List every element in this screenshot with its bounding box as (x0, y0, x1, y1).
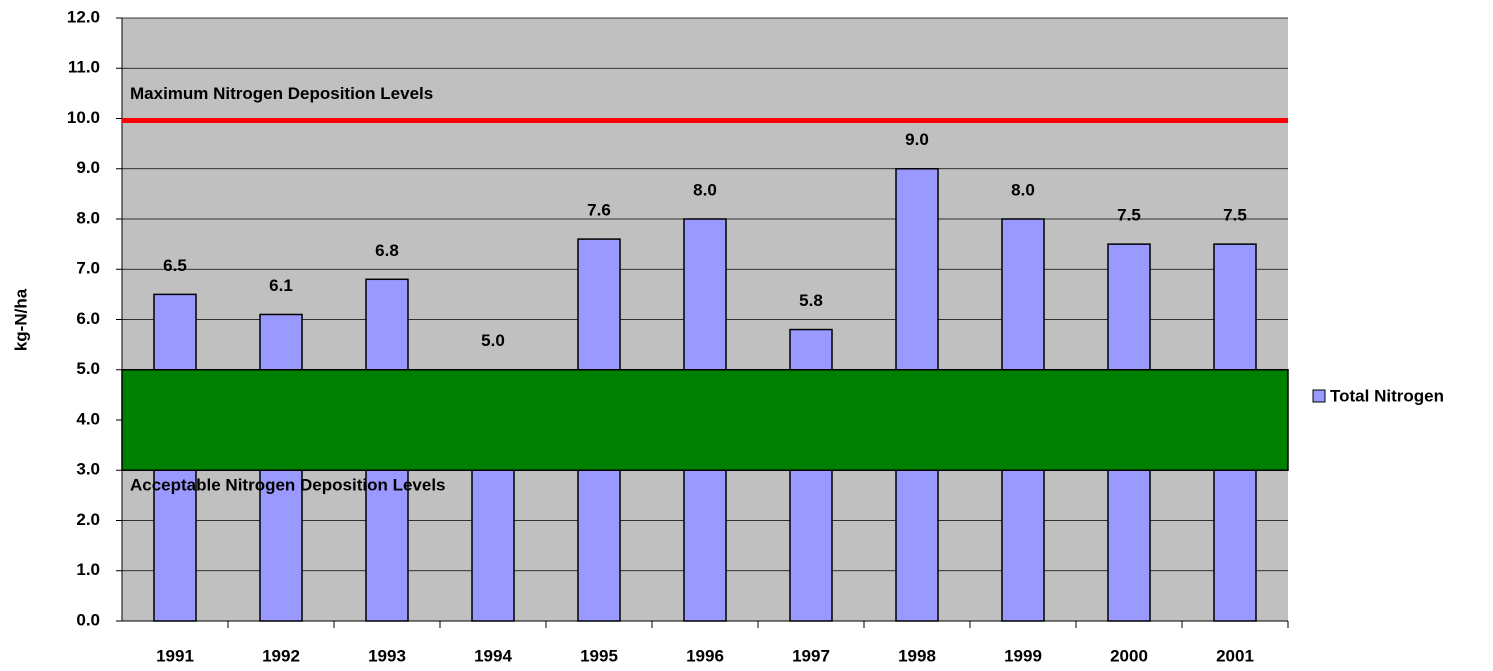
y-tick-label: 5.0 (76, 359, 100, 378)
value-label: 6.1 (269, 276, 293, 295)
x-tick-label: 1998 (898, 646, 936, 665)
legend-swatch (1312, 389, 1326, 403)
value-label: 7.6 (587, 201, 611, 220)
legend-label: Total Nitrogen (1330, 386, 1444, 405)
value-label: 5.8 (799, 291, 823, 310)
y-tick-label: 6.0 (76, 309, 100, 328)
reference-band (121, 369, 1289, 471)
value-label: 9.0 (905, 130, 929, 149)
x-tick-label: 1995 (580, 646, 618, 665)
value-label: 8.0 (693, 180, 717, 199)
value-label: 6.5 (163, 256, 187, 275)
x-tick-label: 1993 (368, 646, 406, 665)
y-tick-label: 8.0 (76, 208, 100, 227)
y-tick-label: 12.0 (67, 7, 100, 26)
y-tick-label: 11.0 (68, 58, 100, 77)
value-label: 6.8 (375, 241, 399, 260)
y-axis-label: kg-N/ha (11, 288, 30, 351)
x-tick-label: 1996 (686, 646, 724, 665)
reference-line-label: Maximum Nitrogen Deposition Levels (130, 84, 433, 103)
x-tick-label: 1994 (474, 646, 512, 665)
x-tick-label: 2001 (1216, 646, 1254, 665)
y-tick-label: 7.0 (76, 259, 100, 278)
x-tick-label: 2000 (1110, 646, 1148, 665)
y-tick-label: 1.0 (76, 560, 100, 579)
y-tick-label: 3.0 (76, 460, 100, 479)
value-label: 8.0 (1011, 180, 1035, 199)
x-tick-label: 1992 (262, 646, 300, 665)
y-tick-label: 0.0 (76, 610, 100, 629)
x-tick-label: 1999 (1004, 646, 1042, 665)
y-tick-label: 9.0 (76, 158, 100, 177)
x-tick-label: 1991 (156, 646, 194, 665)
value-label: 5.0 (481, 331, 505, 350)
reference-band-label: Acceptable Nitrogen Deposition Levels (130, 476, 446, 495)
value-label: 7.5 (1223, 206, 1247, 225)
y-tick-label: 10.0 (67, 108, 100, 127)
value-label: 7.5 (1117, 206, 1141, 225)
y-tick-label: 2.0 (76, 510, 100, 529)
y-tick-label: 4.0 (76, 409, 100, 428)
x-tick-label: 1997 (792, 646, 830, 665)
